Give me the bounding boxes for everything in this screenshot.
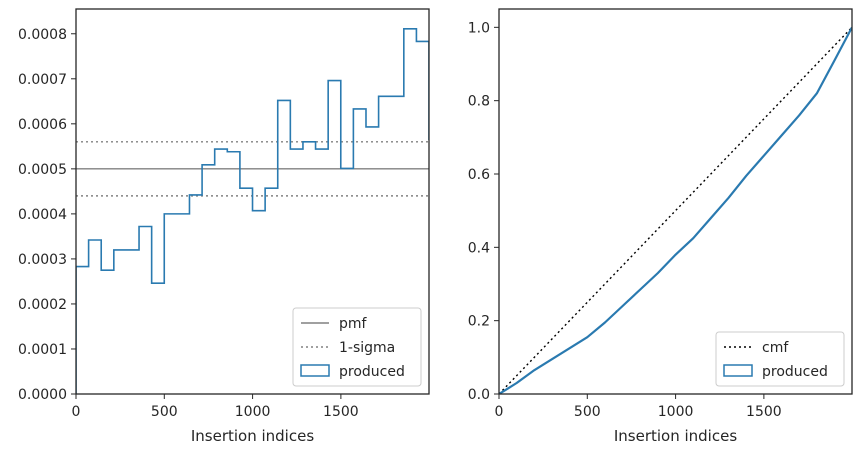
legend-produced-swatch <box>723 364 753 377</box>
legend: pmf 1-sigma produced <box>292 307 422 387</box>
y-tick-label: 0.0007 <box>18 72 67 88</box>
y-tick-label: 0.6 <box>468 167 490 183</box>
y-tick-label: 0.0006 <box>18 117 67 133</box>
y-tick-label: 0.0002 <box>18 297 67 313</box>
y-tick-label: 0.0000 <box>18 387 67 403</box>
legend-box <box>715 331 845 387</box>
produced-histogram <box>76 28 429 394</box>
legend-pmf-label: pmf <box>339 316 368 332</box>
legend-cmf-label: cmf <box>762 340 789 356</box>
y-tick-label: 0.0003 <box>18 252 67 268</box>
legend-box <box>292 307 422 387</box>
plot-frame <box>75 8 430 395</box>
x-axis-label: Insertion indices <box>191 427 314 445</box>
x-tick-label: 1000 <box>235 404 271 420</box>
x-tick-label: 500 <box>574 404 601 420</box>
y-tick-label: 0.4 <box>468 240 490 256</box>
legend-sigma-label: 1-sigma <box>339 340 395 356</box>
y-tick-label: 0.2 <box>468 314 490 330</box>
y-tick-label: 0.0004 <box>18 207 67 223</box>
legend-produced-swatch <box>300 364 330 377</box>
plot-frame <box>498 8 853 395</box>
y-tick-label: 0.0005 <box>18 162 67 178</box>
y-tick-label: 0.0008 <box>18 27 67 43</box>
x-tick-label: 0 <box>495 404 504 420</box>
plot-area <box>499 26 852 394</box>
plot-area <box>76 28 429 394</box>
x-tick-label: 0 <box>72 404 81 420</box>
y-tick-label: 0.0 <box>468 387 490 403</box>
cmf-panel: 0 500 1000 1500 0.0 0.2 0.4 0.6 0.8 1.0 Insertion … <box>468 8 853 445</box>
y-tick-label: 0.0001 <box>18 342 67 358</box>
x-tick-label: 1000 <box>658 404 694 420</box>
x-axis-label: Insertion indices <box>614 427 737 445</box>
produced-cumulative-line <box>499 26 852 394</box>
legend-produced-label: produced <box>339 364 405 380</box>
y-tick-label: 0.8 <box>468 94 490 110</box>
legend-produced-label: produced <box>762 364 828 380</box>
x-tick-label: 1500 <box>323 404 359 420</box>
legend: cmf produced <box>715 331 845 387</box>
histogram-panel: 0 500 1000 1500 0.0000 0.0001 0.0002 0.0003 0.00… <box>18 8 430 445</box>
y-tick-label: 1.0 <box>468 20 490 36</box>
x-tick-label: 500 <box>151 404 178 420</box>
x-tick-label: 1500 <box>746 404 782 420</box>
